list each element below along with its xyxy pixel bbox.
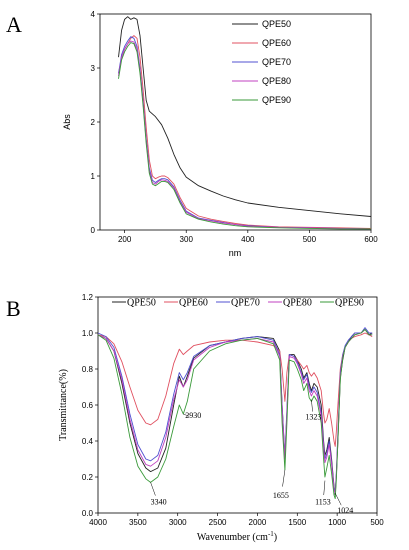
peak-annotations-b: 3340 2930 1655 1323 1153 1024 — [150, 399, 353, 515]
legend-label: QPE70 — [231, 298, 260, 309]
annotation-leader — [335, 493, 342, 506]
y-axis-label-b: Transmittance(%) — [58, 369, 69, 441]
axis-ticks-a: 200 300 400 500 600 0 1 2 3 4 — [91, 10, 379, 244]
peak-annotation: 1323 — [305, 413, 321, 422]
uv-absorbance-chart: 200 300 400 500 600 0 1 2 3 4 QPE50 QPE60 QPE70 QPE8… — [62, 10, 378, 258]
y-tick-label: 1.2 — [82, 293, 94, 302]
y-tick-label: 0.0 — [82, 509, 94, 518]
x-tick-label: 2500 — [209, 518, 227, 527]
x-tick-label: 3000 — [169, 518, 187, 527]
legend-b: QPE50 QPE60 QPE70 QPE80 QPE90 — [112, 298, 364, 309]
x-axis-label-b: Wavenumber (cm-1) — [197, 530, 277, 543]
y-tick-label: 0.2 — [82, 473, 94, 482]
x-tick-label: 3500 — [129, 518, 147, 527]
peak-annotation: 3340 — [151, 497, 167, 506]
x-tick-label: 2000 — [249, 518, 267, 527]
x-tick-label: 1500 — [288, 518, 306, 527]
legend-label: QPE60 — [179, 298, 208, 309]
y-tick-label: 0.6 — [82, 401, 94, 410]
plot-frame-b — [97, 296, 378, 514]
y-axis-label-a: Abs — [62, 114, 72, 130]
x-tick-label: 600 — [364, 235, 378, 244]
legend-label: QPE90 — [262, 95, 291, 105]
legend-label: QPE60 — [262, 38, 291, 48]
annotation-leader — [183, 413, 190, 417]
series-line-qpe90 — [118, 42, 371, 230]
x-tick-label: 400 — [241, 235, 255, 244]
x-tick-label: 200 — [118, 235, 132, 244]
legend-label: QPE50 — [262, 19, 291, 29]
legend-a: QPE50 QPE60 QPE70 QPE80 QPE90 — [232, 19, 291, 105]
peak-annotation: 1024 — [337, 506, 353, 515]
legend-label: QPE50 — [127, 298, 156, 309]
y-tick-label: 0.4 — [82, 437, 94, 446]
y-tick-label: 3 — [91, 64, 96, 73]
x-tick-label: 500 — [303, 235, 317, 244]
x-axis-label-b-close: ) — [274, 532, 277, 543]
peak-annotation: 1153 — [315, 498, 331, 507]
x-axis-label-b-text: Wavenumber (cm — [197, 532, 268, 543]
y-tick-label: 1 — [91, 172, 96, 181]
ftir-transmittance-chart: 4000 3500 3000 2500 2000 1500 1000 500 0.0 0.2 0.4… — [58, 293, 384, 543]
series-line-qpe50 — [118, 16, 372, 217]
legend-label: QPE80 — [262, 76, 291, 86]
panel-letter-a: A — [6, 12, 22, 37]
panel-letter-b: B — [6, 296, 21, 321]
peak-annotation: 1655 — [273, 491, 289, 500]
legend-label: QPE90 — [335, 298, 364, 309]
annotation-leader — [311, 399, 313, 412]
x-tick-label: 300 — [180, 235, 194, 244]
axis-ticks-b: 4000 3500 3000 2500 2000 1500 1000 500 0.0 0.2 0.4… — [82, 293, 384, 527]
series-line-qpe80 — [118, 40, 372, 230]
x-tick-label: 500 — [370, 518, 384, 527]
series-lines-a — [118, 16, 372, 230]
y-tick-label: 2 — [91, 118, 96, 127]
x-axis-label-a: nm — [229, 248, 242, 258]
y-tick-label: 4 — [91, 10, 96, 19]
y-tick-label: 0.8 — [82, 365, 94, 374]
annotation-leader — [282, 469, 286, 487]
series-line-qpe60 — [118, 35, 372, 229]
x-axis-label-b-sup: -1 — [268, 530, 274, 538]
annotation-leader — [323, 480, 326, 496]
series-lines-b — [97, 327, 373, 500]
annotation-leader — [150, 482, 156, 496]
legend-label: QPE70 — [262, 57, 291, 67]
y-tick-label: 0 — [91, 226, 96, 235]
series-line-qpe60 — [97, 332, 373, 447]
x-tick-label: 1000 — [328, 518, 346, 527]
series-line-qpe70 — [118, 36, 372, 230]
x-tick-label: 4000 — [89, 518, 107, 527]
peak-annotation: 2930 — [185, 411, 201, 420]
legend-label: QPE80 — [283, 298, 312, 309]
series-line-qpe90 — [97, 328, 373, 500]
y-tick-label: 1.0 — [82, 329, 94, 338]
